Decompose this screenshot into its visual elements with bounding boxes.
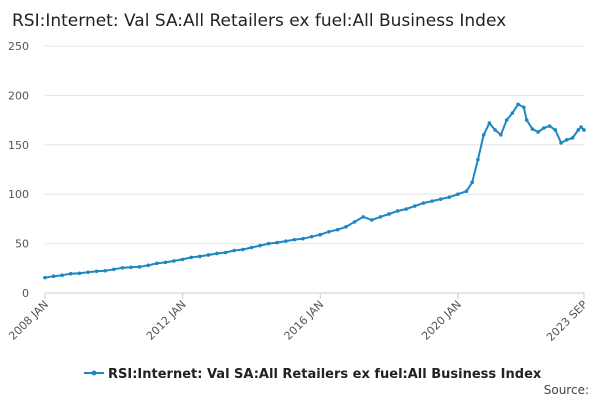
data-point[interactable] [163, 260, 168, 265]
data-point[interactable] [215, 251, 219, 256]
x-axis: 2008 JAN 2012 JAN 2016 JAN 2020 JAN 2023 SEP [6, 293, 590, 344]
data-point[interactable] [51, 274, 56, 279]
data-point[interactable] [94, 269, 99, 274]
data-point[interactable] [301, 236, 305, 241]
data-point[interactable] [579, 125, 583, 129]
y-tick-label: 0 [22, 287, 29, 300]
y-tick-label: 100 [8, 188, 29, 201]
data-point[interactable] [404, 207, 409, 211]
data-point[interactable] [77, 271, 82, 276]
data-point[interactable] [516, 102, 520, 107]
data-point[interactable] [510, 111, 515, 115]
data-point[interactable] [481, 133, 486, 137]
data-point[interactable] [344, 225, 348, 229]
data-point[interactable] [504, 118, 509, 122]
data-point[interactable] [438, 197, 443, 201]
data-point[interactable] [421, 201, 426, 205]
data-point[interactable] [284, 239, 288, 243]
data-point[interactable] [576, 128, 581, 132]
data-point[interactable] [120, 266, 125, 270]
data-point[interactable] [499, 133, 503, 137]
source-label: Source: [544, 383, 589, 397]
data-point[interactable] [470, 180, 474, 185]
data-point[interactable] [476, 157, 480, 162]
y-tick-label: 200 [8, 89, 29, 102]
data-point[interactable] [292, 237, 297, 242]
data-point[interactable] [570, 136, 575, 140]
data-point[interactable] [553, 128, 558, 132]
data-point[interactable] [43, 275, 47, 280]
y-axis: 0 50 100 150 200 250 [8, 40, 29, 300]
data-point[interactable] [60, 273, 65, 278]
data-point[interactable] [189, 255, 194, 260]
chart-grid [45, 45, 584, 294]
data-point[interactable] [112, 267, 116, 272]
data-point[interactable] [487, 121, 492, 125]
data-point[interactable] [129, 265, 133, 270]
data-point[interactable] [335, 227, 340, 232]
legend-label: RSI:Internet: Val SA:All Retailers ex fu… [108, 367, 542, 382]
data-point[interactable] [69, 271, 73, 276]
data-point[interactable] [547, 124, 552, 128]
data-point[interactable] [413, 204, 417, 208]
y-tick-label: 150 [8, 139, 29, 152]
data-point[interactable] [206, 253, 211, 257]
data-point[interactable] [172, 259, 176, 263]
data-point[interactable] [86, 270, 90, 275]
data-point[interactable] [387, 212, 391, 216]
data-point[interactable] [370, 218, 374, 222]
data-point[interactable] [456, 192, 460, 196]
data-point[interactable] [146, 263, 151, 268]
data-point[interactable] [155, 261, 159, 266]
series-line [44, 103, 585, 279]
data-point[interactable] [361, 215, 366, 219]
x-tick-label: 2023 SEP [544, 298, 590, 344]
legend-swatch-marker [91, 370, 97, 376]
data-point[interactable] [530, 127, 535, 131]
x-tick-label: 2012 JAN [144, 298, 189, 343]
data-point[interactable] [103, 268, 108, 273]
y-tick-label: 250 [8, 40, 29, 53]
data-point[interactable] [559, 141, 563, 145]
data-point[interactable] [464, 189, 469, 194]
chart-legend: RSI:Internet: Val SA:All Retailers ex fu… [84, 367, 542, 382]
data-point[interactable] [137, 265, 142, 269]
data-point[interactable] [266, 241, 271, 246]
y-tick-label: 50 [15, 238, 29, 251]
data-point[interactable] [318, 232, 323, 237]
data-point[interactable] [258, 243, 262, 248]
data-point[interactable] [524, 118, 529, 122]
data-point[interactable] [395, 209, 400, 213]
data-point[interactable] [542, 126, 546, 130]
data-point[interactable] [582, 128, 586, 132]
x-tick-label: 2016 JAN [282, 298, 327, 343]
data-point[interactable] [232, 248, 237, 253]
data-point[interactable] [536, 130, 540, 134]
data-point[interactable] [447, 195, 452, 199]
data-point[interactable] [378, 215, 383, 219]
data-point[interactable] [493, 128, 497, 132]
data-point[interactable] [180, 257, 185, 262]
data-point[interactable] [521, 105, 526, 110]
data-point[interactable] [223, 250, 228, 255]
chart-series [43, 102, 586, 280]
data-point[interactable] [327, 229, 331, 234]
data-point[interactable] [241, 247, 245, 252]
x-tick-label: 2020 JAN [419, 298, 464, 343]
data-point[interactable] [275, 240, 280, 245]
data-point[interactable] [564, 138, 569, 142]
x-tick-label: 2008 JAN [6, 298, 51, 343]
chart-title: RSI:Internet: Val SA:All Retailers ex fu… [12, 11, 506, 31]
data-point[interactable] [309, 234, 314, 239]
data-point[interactable] [352, 220, 357, 224]
data-point[interactable] [249, 245, 254, 250]
data-point[interactable] [430, 199, 434, 203]
data-point[interactable] [198, 254, 202, 259]
